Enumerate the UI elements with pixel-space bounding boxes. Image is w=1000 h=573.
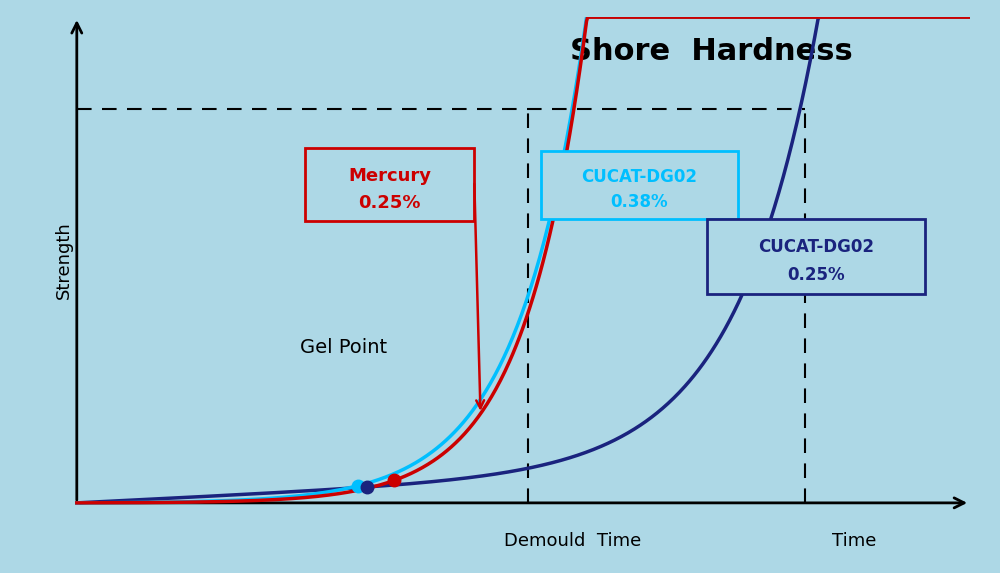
- Text: CUCAT-DG02: CUCAT-DG02: [582, 167, 698, 186]
- Text: Mercury: Mercury: [348, 167, 431, 185]
- Text: Time: Time: [832, 532, 876, 550]
- Text: Strength: Strength: [54, 221, 72, 299]
- FancyBboxPatch shape: [707, 219, 925, 294]
- FancyBboxPatch shape: [305, 148, 474, 221]
- Text: Shore  Hardness: Shore Hardness: [570, 37, 852, 66]
- FancyBboxPatch shape: [541, 151, 738, 219]
- Text: Demould  Time: Demould Time: [504, 532, 641, 550]
- Text: Gel Point: Gel Point: [300, 338, 387, 357]
- Text: 0.25%: 0.25%: [787, 266, 845, 284]
- Text: CUCAT-DG02: CUCAT-DG02: [758, 238, 874, 256]
- Text: 0.38%: 0.38%: [611, 193, 668, 211]
- Text: 0.25%: 0.25%: [358, 194, 421, 212]
